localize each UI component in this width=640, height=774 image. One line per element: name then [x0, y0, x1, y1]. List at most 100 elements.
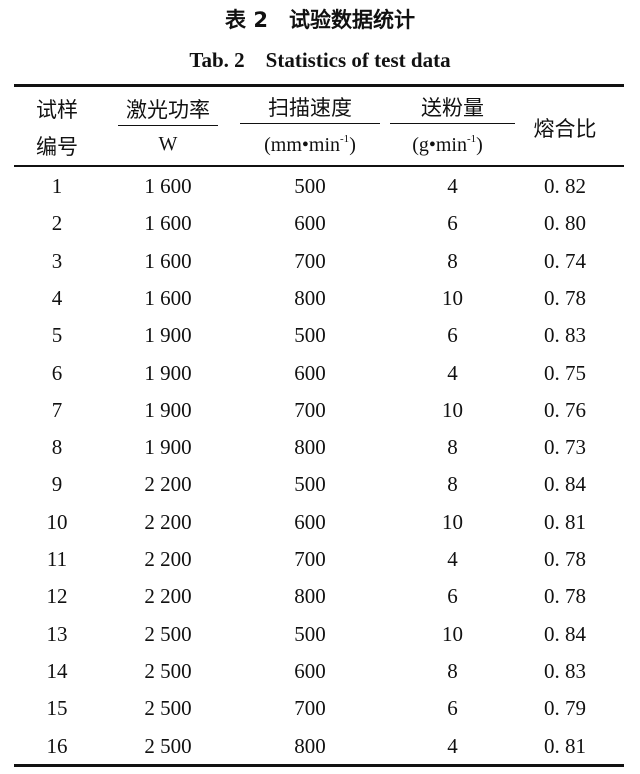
cell-fusion-ratio: 0. 83 — [544, 658, 586, 683]
cell-laser-power: 2 200 — [144, 472, 192, 497]
cell-laser-power: 2 200 — [144, 584, 192, 609]
table-row: 1 1 600 500 4 0. 82 — [0, 168, 640, 205]
header-fusion-ratio: 熔合比 — [533, 117, 597, 141]
cell-laser-power: 2 500 — [144, 696, 192, 721]
cell-scan-speed: 600 — [294, 211, 326, 236]
cell-laser-power: 2 500 — [144, 658, 192, 683]
top-rule — [14, 84, 624, 87]
cell-fusion-ratio: 0. 80 — [544, 211, 586, 236]
cell-powder-feed: 8 — [447, 248, 458, 273]
cell-sample-no: 10 — [46, 509, 68, 534]
cell-sample-no: 1 — [51, 174, 63, 198]
header-underline — [118, 125, 218, 127]
cell-fusion-ratio: 0. 83 — [544, 323, 586, 348]
header-rule — [14, 165, 624, 167]
cell-laser-power: 1 600 — [144, 248, 192, 273]
cell-laser-power: 2 500 — [144, 621, 192, 646]
table-row: 13 2 500 500 10 0. 84 — [0, 616, 640, 653]
cell-sample-no: 9 — [51, 472, 63, 497]
header-underline — [390, 123, 515, 125]
cell-scan-speed: 800 — [294, 435, 326, 460]
cell-sample-no: 13 — [46, 621, 68, 646]
cell-powder-feed: 8 — [447, 472, 458, 497]
cell-fusion-ratio: 0. 84 — [544, 621, 586, 646]
cell-sample-no: 16 — [46, 733, 68, 758]
cell-sample-no: 7 — [51, 397, 63, 422]
cell-fusion-ratio: 0. 78 — [544, 547, 586, 571]
cell-sample-no: 8 — [51, 435, 63, 460]
bottom-rule — [14, 764, 624, 767]
cell-powder-feed: 10 — [442, 397, 463, 422]
cell-powder-feed: 8 — [447, 435, 458, 460]
header-powder-feed-unit: (g•min-1) — [412, 133, 483, 156]
cell-fusion-ratio: 0. 78 — [544, 285, 586, 310]
cell-laser-power: 1 900 — [144, 397, 192, 422]
cell-sample-no: 15 — [46, 696, 68, 721]
cell-sample-no: 11 — [46, 547, 68, 571]
table-title-cn: 表 2 试验数据统计 — [225, 8, 415, 32]
cell-scan-speed: 500 — [294, 323, 326, 348]
cell-scan-speed: 600 — [294, 509, 326, 534]
cell-sample-no: 4 — [51, 285, 63, 310]
table-row: 6 1 900 600 4 0. 75 — [0, 355, 640, 392]
cell-scan-speed: 500 — [294, 621, 326, 646]
header-scan-speed-unit: (mm•min-1) — [264, 133, 356, 156]
header-laser-power: 激光功率 — [126, 98, 210, 122]
cell-powder-feed: 10 — [442, 285, 463, 310]
table-row: 10 2 200 600 10 0. 81 — [0, 504, 640, 541]
cell-scan-speed: 600 — [294, 360, 326, 385]
cell-powder-feed: 6 — [447, 323, 458, 348]
table-row: 11 2 200 700 4 0. 78 — [0, 541, 640, 578]
cell-powder-feed: 6 — [447, 584, 458, 609]
cell-powder-feed: 6 — [447, 211, 458, 236]
cell-laser-power: 1 600 — [144, 285, 192, 310]
cell-powder-feed: 4 — [447, 174, 458, 198]
cell-scan-speed: 800 — [294, 733, 326, 758]
cell-laser-power: 2 500 — [144, 733, 192, 758]
cell-sample-no: 2 — [51, 211, 63, 236]
header-sample-line2: 编号 — [36, 135, 78, 159]
cell-sample-no: 5 — [51, 323, 63, 348]
header-scan-speed: 扫描速度 — [268, 96, 352, 120]
header-powder-feed: 送粉量 — [421, 96, 484, 120]
table-row: 7 1 900 700 10 0. 76 — [0, 392, 640, 429]
header-sample-line1: 试样 — [36, 98, 78, 122]
header-laser-power-unit: W — [158, 133, 178, 155]
cell-sample-no: 12 — [46, 584, 68, 609]
cell-sample-no: 14 — [46, 658, 68, 683]
cell-powder-feed: 4 — [447, 360, 458, 385]
cell-laser-power: 1 900 — [144, 323, 192, 348]
cell-powder-feed: 6 — [447, 696, 458, 721]
cell-laser-power: 2 200 — [144, 509, 192, 534]
cell-laser-power: 2 200 — [144, 547, 192, 571]
cell-fusion-ratio: 0. 81 — [544, 509, 586, 534]
cell-fusion-ratio: 0. 84 — [544, 472, 586, 497]
table-row: 8 1 900 800 8 0. 73 — [0, 429, 640, 466]
cell-fusion-ratio: 0. 73 — [544, 435, 586, 460]
cell-scan-speed: 800 — [294, 285, 326, 310]
table-title-en: Tab. 2 Statistics of test data — [189, 48, 451, 72]
table-row: 12 2 200 800 6 0. 78 — [0, 578, 640, 615]
cell-scan-speed: 700 — [294, 696, 326, 721]
cell-fusion-ratio: 0. 76 — [544, 397, 586, 422]
table-row: 16 2 500 800 4 0. 81 — [0, 728, 640, 765]
cell-scan-speed: 700 — [294, 248, 326, 273]
cell-scan-speed: 600 — [294, 658, 326, 683]
cell-powder-feed: 10 — [442, 621, 463, 646]
cell-powder-feed: 4 — [447, 547, 458, 571]
cell-sample-no: 6 — [51, 360, 63, 385]
cell-sample-no: 3 — [51, 248, 63, 273]
cell-powder-feed: 8 — [447, 658, 458, 683]
cell-powder-feed: 10 — [442, 509, 463, 534]
table-row: 3 1 600 700 8 0. 74 — [0, 243, 640, 280]
table-row: 5 1 900 500 6 0. 83 — [0, 317, 640, 354]
cell-scan-speed: 500 — [294, 472, 326, 497]
cell-scan-speed: 800 — [294, 584, 326, 609]
cell-fusion-ratio: 0. 81 — [544, 733, 586, 758]
cell-scan-speed: 500 — [294, 174, 326, 198]
cell-scan-speed: 700 — [294, 547, 326, 571]
table-row: 4 1 600 800 10 0. 78 — [0, 280, 640, 317]
cell-laser-power: 1 600 — [144, 174, 192, 198]
cell-powder-feed: 4 — [447, 733, 458, 758]
table-row: 15 2 500 700 6 0. 79 — [0, 690, 640, 727]
